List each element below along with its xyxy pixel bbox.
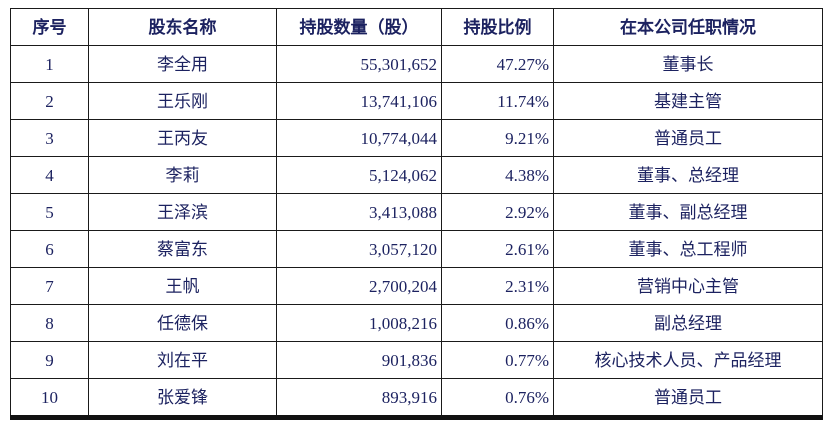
cell-shareholder-name: 张爱锋 bbox=[88, 378, 277, 420]
cell-shares: 3,057,120 bbox=[276, 230, 442, 268]
cell-shares: 10,774,044 bbox=[276, 119, 442, 157]
cell-shares: 3,413,088 bbox=[276, 193, 442, 231]
cell-ratio: 9.21% bbox=[441, 119, 554, 157]
cell-index: 4 bbox=[10, 156, 89, 194]
cell-ratio: 47.27% bbox=[441, 45, 554, 83]
table-row: 2 王乐刚 13,741,106 11.74% 基建主管 bbox=[10, 82, 823, 120]
cell-shareholder-name: 刘在平 bbox=[88, 341, 277, 379]
cell-position: 基建主管 bbox=[553, 82, 823, 120]
cell-index: 9 bbox=[10, 341, 89, 379]
table-row: 6 蔡富东 3,057,120 2.61% 董事、总工程师 bbox=[10, 230, 823, 268]
cell-ratio: 11.74% bbox=[441, 82, 554, 120]
cell-position: 董事、副总经理 bbox=[553, 193, 823, 231]
cell-shares: 1,008,216 bbox=[276, 304, 442, 342]
cell-index: 7 bbox=[10, 267, 89, 305]
table-row: 1 李全用 55,301,652 47.27% 董事长 bbox=[10, 45, 823, 83]
cell-index: 3 bbox=[10, 119, 89, 157]
cell-index: 8 bbox=[10, 304, 89, 342]
cell-shares: 2,700,204 bbox=[276, 267, 442, 305]
table-header-row: 序号 股东名称 持股数量（股） 持股比例 在本公司任职情况 bbox=[10, 8, 823, 46]
table-row: 3 王丙友 10,774,044 9.21% 普通员工 bbox=[10, 119, 823, 157]
cell-shares: 901,836 bbox=[276, 341, 442, 379]
header-shares-count: 持股数量（股） bbox=[276, 8, 442, 46]
cell-position: 核心技术人员、产品经理 bbox=[553, 341, 823, 379]
cell-ratio: 0.76% bbox=[441, 378, 554, 420]
cell-shareholder-name: 王帆 bbox=[88, 267, 277, 305]
cell-index: 1 bbox=[10, 45, 89, 83]
cell-position: 普通员工 bbox=[553, 119, 823, 157]
cell-ratio: 4.38% bbox=[441, 156, 554, 194]
cell-ratio: 2.61% bbox=[441, 230, 554, 268]
table-row: 5 王泽滨 3,413,088 2.92% 董事、副总经理 bbox=[10, 193, 823, 231]
header-position: 在本公司任职情况 bbox=[553, 8, 823, 46]
table-row: 10 张爱锋 893,916 0.76% 普通员工 bbox=[10, 378, 823, 420]
cell-shareholder-name: 李全用 bbox=[88, 45, 277, 83]
cell-index: 5 bbox=[10, 193, 89, 231]
table-row: 9 刘在平 901,836 0.77% 核心技术人员、产品经理 bbox=[10, 341, 823, 379]
cell-ratio: 0.77% bbox=[441, 341, 554, 379]
shareholders-table: 序号 股东名称 持股数量（股） 持股比例 在本公司任职情况 1 李全用 55,3… bbox=[10, 8, 823, 420]
cell-index: 6 bbox=[10, 230, 89, 268]
cell-position: 副总经理 bbox=[553, 304, 823, 342]
cell-shareholder-name: 任德保 bbox=[88, 304, 277, 342]
cell-ratio: 2.31% bbox=[441, 267, 554, 305]
header-shareholding-ratio: 持股比例 bbox=[441, 8, 554, 46]
cell-position: 营销中心主管 bbox=[553, 267, 823, 305]
cell-shares: 5,124,062 bbox=[276, 156, 442, 194]
cell-ratio: 2.92% bbox=[441, 193, 554, 231]
cell-position: 普通员工 bbox=[553, 378, 823, 420]
cell-shares: 893,916 bbox=[276, 378, 442, 420]
cell-shareholder-name: 王丙友 bbox=[88, 119, 277, 157]
cell-shareholder-name: 蔡富东 bbox=[88, 230, 277, 268]
cell-position: 董事、总工程师 bbox=[553, 230, 823, 268]
cell-shares: 13,741,106 bbox=[276, 82, 442, 120]
cell-index: 10 bbox=[10, 378, 89, 420]
header-index: 序号 bbox=[10, 8, 89, 46]
cell-shareholder-name: 李莉 bbox=[88, 156, 277, 194]
table-row: 8 任德保 1,008,216 0.86% 副总经理 bbox=[10, 304, 823, 342]
cell-shareholder-name: 王泽滨 bbox=[88, 193, 277, 231]
table-row: 7 王帆 2,700,204 2.31% 营销中心主管 bbox=[10, 267, 823, 305]
cell-ratio: 0.86% bbox=[441, 304, 554, 342]
cell-index: 2 bbox=[10, 82, 89, 120]
header-shareholder-name: 股东名称 bbox=[88, 8, 277, 46]
cell-position: 董事、总经理 bbox=[553, 156, 823, 194]
cell-shares: 55,301,652 bbox=[276, 45, 442, 83]
table-row: 4 李莉 5,124,062 4.38% 董事、总经理 bbox=[10, 156, 823, 194]
cell-shareholder-name: 王乐刚 bbox=[88, 82, 277, 120]
cell-position: 董事长 bbox=[553, 45, 823, 83]
